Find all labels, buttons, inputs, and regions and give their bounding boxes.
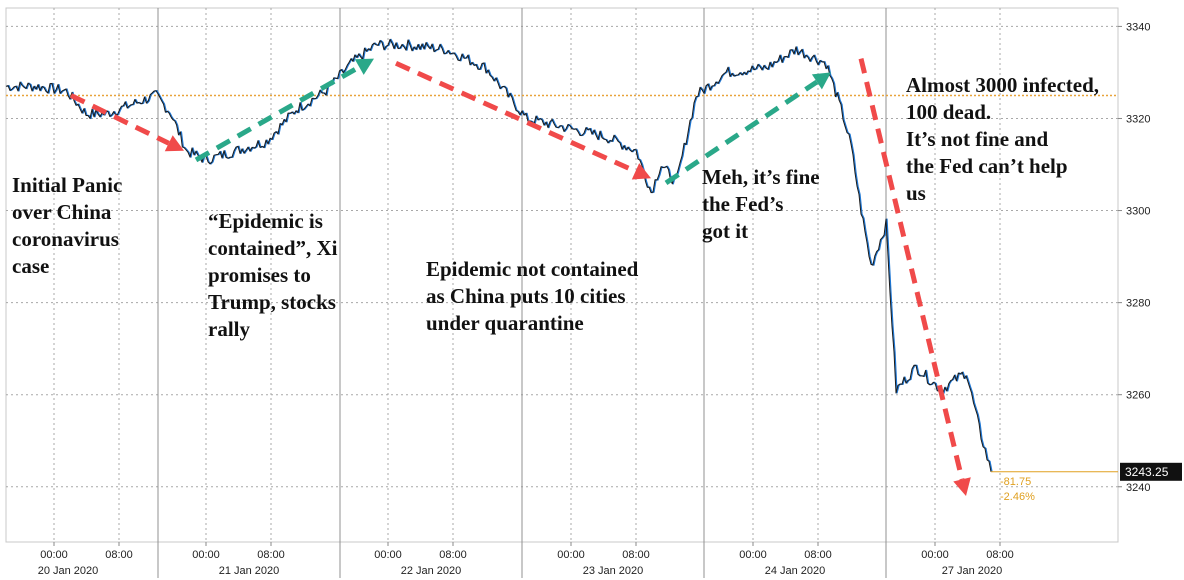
y-tick-label: 3300: [1126, 206, 1150, 218]
x-time-label: 08:00: [804, 549, 832, 561]
change-pct-label: -2.46%: [1000, 491, 1035, 503]
trend-arrow-green: [664, 79, 819, 186]
x-time-label: 08:00: [986, 549, 1014, 561]
annotation-not-contained: Epidemic not contained as China puts 10 …: [426, 257, 639, 335]
y-tick-label: 3320: [1126, 113, 1150, 125]
change-abs-label: -81.75: [1000, 476, 1031, 488]
x-time-label: 08:00: [257, 549, 285, 561]
x-time-label: 00:00: [40, 549, 68, 561]
x-time-label: 00:00: [557, 549, 585, 561]
plot-frame: [5, 7, 1119, 543]
arrow-head-green: [811, 72, 831, 90]
x-day-label: 24 Jan 2020: [765, 565, 826, 577]
price-line-highlight: [6, 38, 993, 472]
x-time-label: 00:00: [374, 549, 402, 561]
arrow-head-red: [953, 477, 971, 496]
trend-arrow-red: [69, 93, 170, 146]
x-day-label: 22 Jan 2020: [401, 565, 462, 577]
x-time-label: 00:00: [739, 549, 767, 561]
arrow-head-red: [164, 135, 184, 152]
arrow-head-green: [354, 58, 374, 75]
x-day-label: 23 Jan 2020: [583, 565, 644, 577]
x-time-label: 00:00: [192, 549, 220, 561]
trend-arrows: [69, 58, 971, 496]
x-time-label: 00:00: [921, 549, 949, 561]
last-value-marker: 3243.25 -81.75 -2.46%: [991, 462, 1182, 503]
y-tick-label: 3280: [1126, 298, 1150, 310]
x-time-label: 08:00: [622, 549, 650, 561]
x-axis: 00:00 08:00 00:00 08:00 00:00 08:00 00:00 08:00…: [38, 542, 1014, 577]
annotation-initial-panic: Initial Panic over China coronavirus cas…: [12, 173, 123, 278]
annotation-not-fine: Almost 3000 infected, 100 dead. It’s not…: [906, 73, 1100, 205]
x-time-label: 08:00: [439, 549, 467, 561]
arrow-head-red: [631, 163, 651, 180]
last-value-label: 3243.25: [1125, 465, 1169, 479]
x-time-label: 08:00: [105, 549, 133, 561]
annotation-epidemic-contained: “Epidemic is contained”, Xi promises to …: [208, 209, 338, 341]
y-tick-label: 3260: [1126, 390, 1150, 402]
x-day-label: 21 Jan 2020: [219, 565, 280, 577]
trend-arrow-red: [858, 58, 965, 481]
y-axis: 3240 3260 3280 3300 3320 3340: [1118, 21, 1150, 494]
trend-arrow-red: [394, 60, 637, 174]
trend-arrow-green: [194, 64, 361, 163]
x-day-label: 20 Jan 2020: [38, 565, 99, 577]
y-tick-label: 3240: [1126, 482, 1150, 494]
annotation-fed-got-it: Meh, it’s fine the Fed’s got it: [702, 165, 820, 243]
x-day-label: 27 Jan 2020: [942, 565, 1003, 577]
last-value-box: [1120, 462, 1182, 481]
gridlines: [5, 7, 1119, 578]
y-tick-label: 3340: [1126, 21, 1150, 33]
